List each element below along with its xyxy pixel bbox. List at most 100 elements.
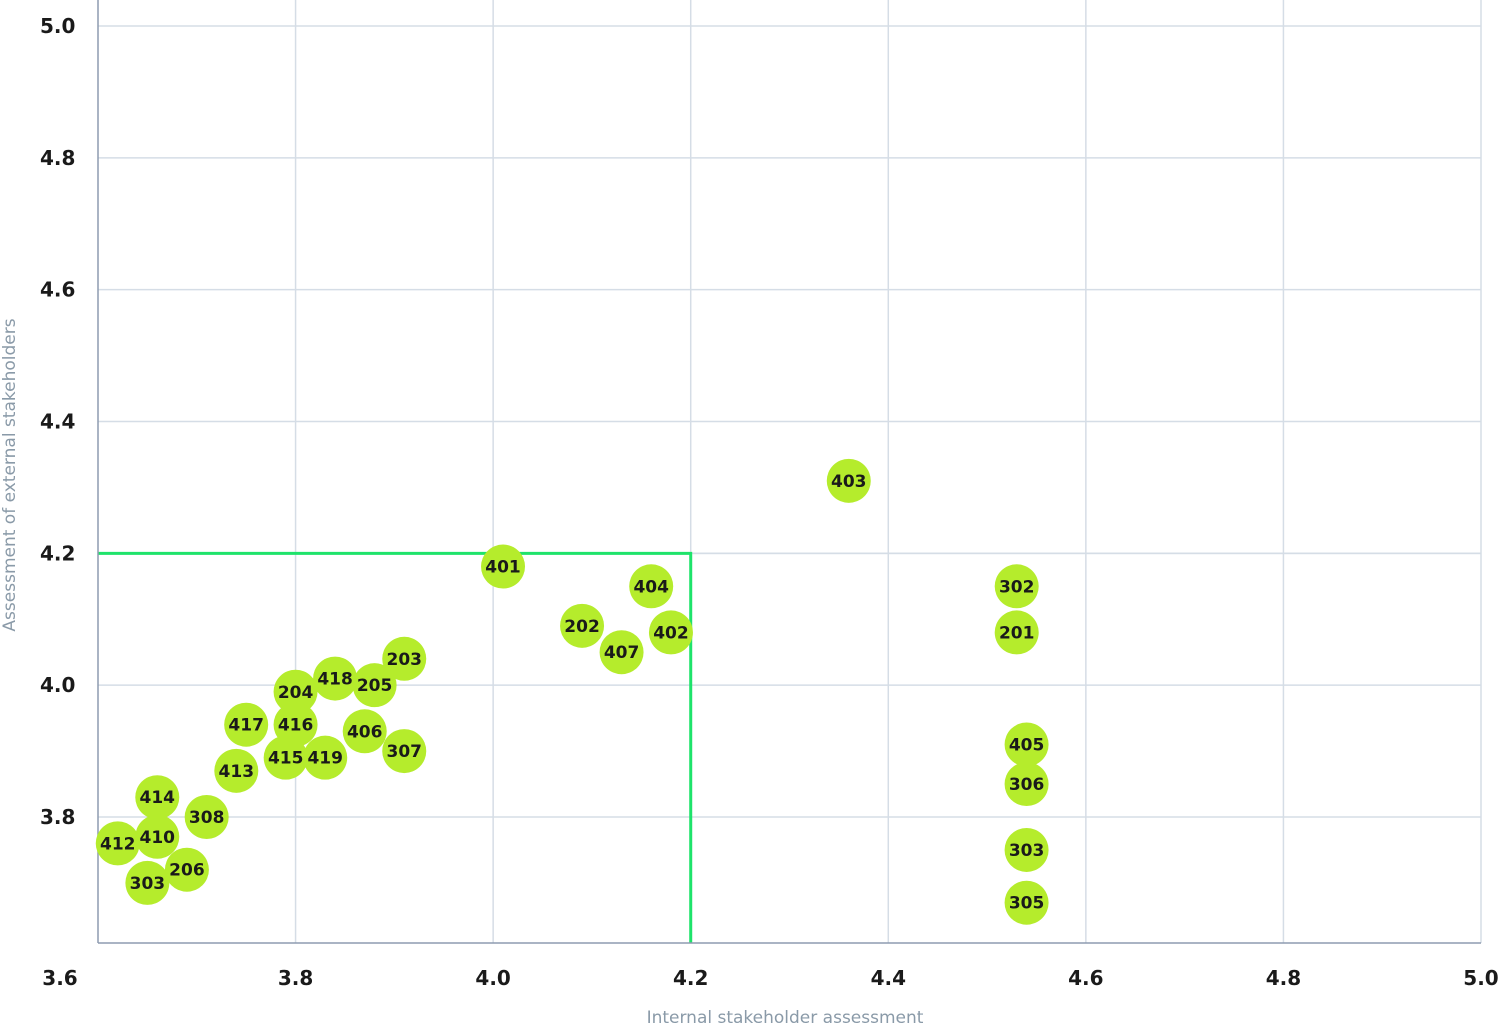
data-point: 303	[125, 860, 170, 905]
y-tick-label: 3.8	[40, 805, 75, 829]
x-tick-label: 4.8	[1266, 966, 1301, 990]
data-point: 419	[303, 735, 348, 780]
data-point: 308	[184, 795, 229, 839]
data-point-label: 417	[228, 716, 264, 736]
data-point: 203	[382, 636, 427, 681]
data-point: 414	[135, 775, 180, 820]
data-point-marker	[1004, 827, 1049, 872]
data-point-marker	[382, 636, 427, 681]
y-tick-label: 4.0	[40, 673, 75, 697]
data-point: 401	[481, 544, 526, 589]
data-point: 303	[1004, 827, 1049, 872]
data-point: 406	[342, 709, 387, 754]
y-tick-label: 4.2	[40, 541, 75, 565]
data-point-marker	[1004, 722, 1049, 767]
data-point-label: 201	[999, 623, 1035, 643]
data-point-label: 413	[219, 762, 255, 782]
data-point: 404	[629, 564, 674, 609]
data-point-marker	[352, 663, 397, 708]
x-tick-label: 4.4	[871, 966, 906, 990]
data-point-label: 307	[386, 742, 422, 762]
data-point: 415	[263, 735, 308, 780]
data-point: 202	[560, 603, 605, 648]
data-point: 417	[224, 702, 269, 747]
data-point-marker	[303, 735, 348, 780]
data-point-marker	[1004, 762, 1049, 807]
y-axis-title: Assessment of external stakeholders	[0, 318, 20, 631]
y-tick-label: 4.8	[40, 146, 75, 170]
data-point: 413	[214, 748, 259, 793]
data-point-label: 415	[268, 749, 304, 769]
data-point-marker	[826, 458, 871, 503]
data-point-marker	[214, 748, 259, 793]
data-point-marker	[135, 814, 180, 859]
grid-lines	[98, 0, 1482, 943]
data-point: 407	[599, 630, 644, 675]
data-point-label: 401	[485, 558, 521, 578]
x-tick-label: 5.0	[1463, 966, 1498, 990]
data-point-label: 412	[100, 834, 136, 854]
data-point-marker	[648, 610, 693, 655]
data-point-marker	[1004, 880, 1049, 925]
x-tick-labels: 3.6 3.8 4.0 4.2 4.4 4.6 4.8 5.0	[42, 966, 1498, 990]
data-point-marker	[125, 860, 170, 905]
data-point-label: 416	[278, 716, 314, 736]
data-point: 205	[352, 663, 397, 708]
data-point: 201	[994, 610, 1039, 655]
data-point-label: 407	[604, 643, 640, 663]
data-point-label: 308	[189, 808, 225, 828]
data-point-label: 418	[317, 670, 353, 690]
data-point-label: 306	[1009, 775, 1045, 795]
data-point-label: 202	[564, 617, 600, 637]
data-point-label: 419	[307, 749, 343, 769]
data-point-marker	[273, 669, 318, 714]
data-point-marker	[994, 610, 1039, 655]
y-tick-label: 4.4	[40, 410, 75, 434]
data-point-label: 403	[831, 472, 867, 492]
data-point: 206	[164, 847, 209, 892]
x-tick-label: 4.6	[1068, 966, 1103, 990]
data-point: 305	[1004, 880, 1049, 925]
data-point: 410	[135, 814, 180, 859]
data-point-label: 410	[140, 828, 176, 848]
data-point: 416	[273, 702, 318, 747]
x-tick-label: 3.8	[278, 966, 313, 990]
data-point-label: 302	[999, 577, 1035, 597]
data-point-label: 404	[633, 577, 669, 597]
data-point: 405	[1004, 722, 1049, 767]
data-point-marker	[599, 630, 644, 675]
data-point: 403	[826, 458, 871, 503]
data-point: 412	[95, 821, 140, 866]
axes	[97, 0, 1481, 944]
data-point: 204	[273, 669, 318, 714]
data-point: 418	[313, 656, 358, 701]
data-point-marker	[560, 603, 605, 648]
data-point-label: 402	[653, 623, 689, 643]
data-point-label: 203	[386, 650, 422, 670]
data-point-label: 414	[140, 788, 176, 808]
data-point-marker	[135, 775, 180, 820]
data-point-marker	[224, 702, 269, 747]
x-axis-title: Internal stakeholder assessment	[647, 1008, 924, 1024]
data-point-label: 204	[278, 683, 314, 703]
data-point-marker	[164, 847, 209, 892]
data-point-marker	[263, 735, 308, 780]
data-point-marker	[95, 821, 140, 866]
data-point-marker	[342, 709, 387, 754]
data-point-label: 405	[1009, 735, 1045, 755]
y-tick-label: 5.0	[40, 14, 75, 38]
threshold-line	[98, 551, 693, 943]
data-point-marker	[629, 564, 674, 609]
x-tick-label: 3.6	[42, 966, 77, 990]
x-tick-label: 4.0	[475, 966, 510, 990]
threshold-box	[98, 551, 693, 943]
x-tick-label: 4.2	[673, 966, 708, 990]
data-point-marker	[382, 729, 427, 774]
y-tick-labels: 3.8 4.0 4.2 4.4 4.6 4.8 5.0	[40, 14, 75, 829]
data-point: 307	[382, 729, 427, 774]
data-point-marker	[313, 656, 358, 701]
data-point-label: 406	[347, 722, 383, 742]
data-point: 306	[1004, 762, 1049, 807]
